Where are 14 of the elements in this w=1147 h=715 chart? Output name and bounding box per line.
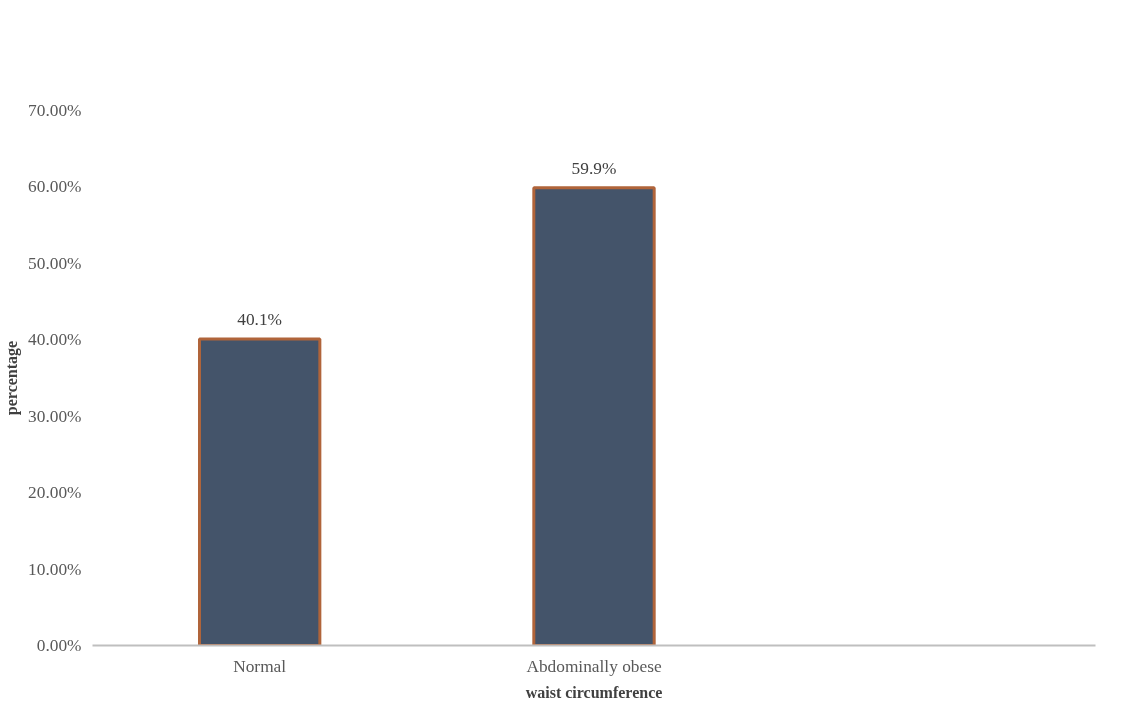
y-tick-label: 60.00% — [28, 177, 82, 197]
y-tick-label: 20.00% — [28, 483, 82, 503]
y-tick-label: 30.00% — [28, 406, 82, 426]
y-tick-label: 0.00% — [36, 636, 82, 655]
x-tick-label: Abdominally obese — [526, 656, 662, 676]
data-label: 59.9% — [571, 158, 617, 178]
data-label: 40.1% — [237, 310, 283, 330]
y-tick-label: 70.00% — [28, 101, 82, 120]
y-tick-label: 50.00% — [28, 253, 82, 273]
y-tick-label: 40.00% — [28, 330, 82, 350]
x-axis-title: waist circumference — [525, 683, 663, 701]
y-tick-label: 10.00% — [28, 559, 82, 579]
x-tick-label: Normal — [233, 656, 287, 676]
y-axis-title: percentage — [3, 340, 22, 416]
